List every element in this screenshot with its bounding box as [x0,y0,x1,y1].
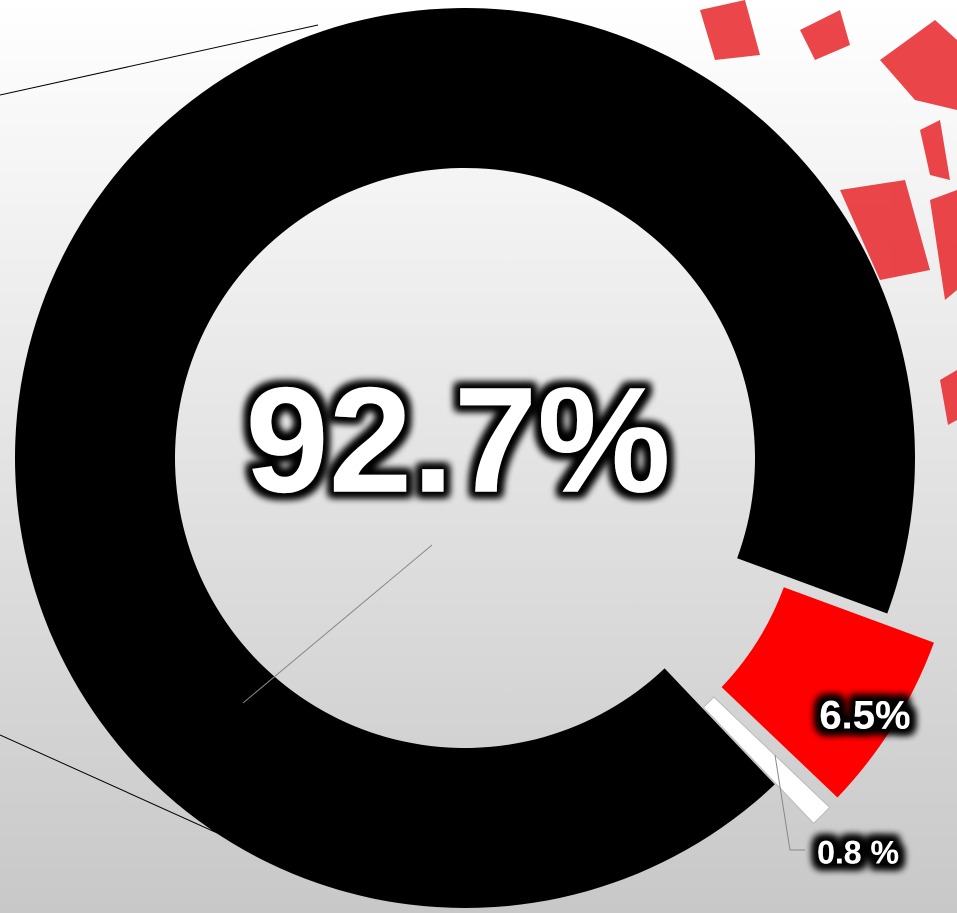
page: 92.7% 6.5% 0.8 % (() => { const data = J… [0,0,957,913]
data-label: 92.7% [245,356,670,524]
data-label: 0.8 % [817,834,899,870]
chart: 92.7% 6.5% 0.8 % [0,0,957,913]
data-label: 6.5% [819,694,910,738]
